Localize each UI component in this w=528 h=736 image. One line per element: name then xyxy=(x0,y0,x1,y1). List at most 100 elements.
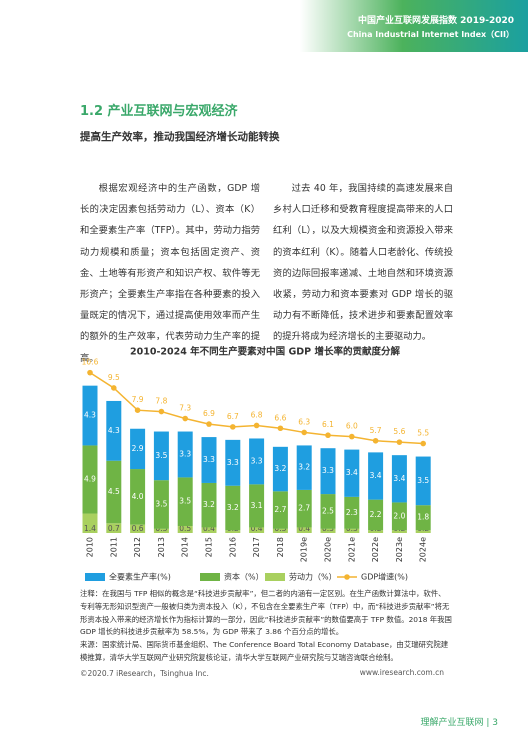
data-label: 3.5 xyxy=(155,451,167,460)
bar-segment xyxy=(177,431,193,478)
data-label: 0.7 xyxy=(108,524,120,533)
x-tick-label: 2020e xyxy=(324,537,333,562)
data-label: 3.2 xyxy=(274,464,286,473)
data-label: 3.3 xyxy=(203,455,215,464)
bar-segment xyxy=(344,496,360,529)
bar-segment xyxy=(130,469,146,525)
data-label: 3.2 xyxy=(298,463,310,472)
data-label: 6.1 xyxy=(322,420,334,429)
data-label: 5.5 xyxy=(417,429,429,438)
data-label: 2.7 xyxy=(274,505,286,514)
bar-segment xyxy=(201,527,217,533)
data-label: 1.8 xyxy=(417,513,429,522)
chart: 2010-2024 年不同生产要素对中国 GDP 增长率的贡献度分解 2010 2… xyxy=(82,346,431,582)
bar-segment xyxy=(153,431,169,481)
x-tick-label: 2021e xyxy=(347,537,356,562)
line-point xyxy=(87,369,93,376)
data-label: 9.5 xyxy=(108,373,120,382)
data-label: 6.9 xyxy=(203,409,215,418)
bar-segment xyxy=(368,452,384,500)
x-tick-label: 2018 xyxy=(276,537,285,557)
line-point xyxy=(230,424,236,430)
x-tick-label: 2013 xyxy=(157,537,166,557)
data-label: 3.3 xyxy=(322,466,334,475)
data-label: 5.7 xyxy=(370,426,382,435)
x-tick-label: 2024e xyxy=(419,537,428,562)
line-point xyxy=(158,408,165,415)
legend-swatch xyxy=(200,573,220,581)
data-label: 7.9 xyxy=(132,395,144,404)
data-label: 3.2 xyxy=(203,500,215,509)
line-point xyxy=(253,422,260,429)
data-label: 0.6 xyxy=(132,524,144,533)
paragraph: 根据宏观经济中的生产函数，GDP 增长的决定因素包括劳动力（L）、资本（K）和全… xyxy=(80,183,260,364)
bar-segment xyxy=(249,484,265,528)
header-subtitle: China Industrial Internet Index（CII） xyxy=(347,30,514,39)
bar-segment xyxy=(296,527,312,533)
page-label: 理解产业互联网 | 3 xyxy=(420,718,498,728)
line-point xyxy=(111,385,117,391)
bar-segment xyxy=(225,530,241,533)
data-label: 7.3 xyxy=(179,404,191,413)
x-tick-label: 2019e xyxy=(300,537,309,562)
data-label: 0.4 xyxy=(251,524,263,533)
data-label: 6.3 xyxy=(298,417,310,426)
bar-segment xyxy=(82,513,98,533)
section-heading: 1.2 产业互联网与宏观经济 xyxy=(80,104,238,119)
data-label: 3.5 xyxy=(179,497,191,506)
bar-segment xyxy=(106,460,122,524)
legend-label: GDP增速(%) xyxy=(361,572,408,582)
data-label: 3.1 xyxy=(251,501,263,510)
data-label: 2.2 xyxy=(370,510,382,519)
line-point xyxy=(372,437,379,444)
header-band: 中国产业互联网发展指数 2019-2020 China Industrial I… xyxy=(300,0,528,52)
legend-label: 劳动力（%） xyxy=(289,572,337,582)
bar-segment xyxy=(106,400,122,461)
bar-segment xyxy=(344,528,360,533)
paragraph: 过去 40 年，我国持续的高速发展来自乡村人口迁移和受教育程度提高带来的人口红利… xyxy=(273,183,453,343)
copyright: ©2020.7 iResearch，Tsinghua Inc. xyxy=(80,669,209,678)
bar-segment xyxy=(391,455,407,503)
bar-segment xyxy=(130,428,146,470)
data-label: 4.9 xyxy=(84,474,96,483)
bar-segment xyxy=(225,485,241,531)
line-point xyxy=(277,425,284,432)
bar-segment xyxy=(153,480,169,529)
data-label: 0.4 xyxy=(203,524,215,533)
x-tick-label: 2015 xyxy=(205,537,214,557)
bar-segment xyxy=(320,528,336,533)
legend-marker xyxy=(344,574,350,580)
x-tick-label: 2022e xyxy=(371,537,380,562)
bar-segment xyxy=(296,489,312,528)
bar-segment xyxy=(201,482,217,528)
line-point xyxy=(182,415,188,422)
data-label: 3.4 xyxy=(346,468,358,477)
line-point xyxy=(206,421,212,427)
bar-segment xyxy=(249,438,265,485)
x-tick-label: 2016 xyxy=(228,537,237,557)
bar-segment xyxy=(391,530,407,533)
data-label: 3.5 xyxy=(417,476,429,485)
bar-segment xyxy=(415,505,431,531)
bar-segment xyxy=(249,527,265,533)
note: 注释：在我国与 TFP 相似的概念是“科技进步贡献率”，但二者的内涵有一定区别。… xyxy=(80,589,452,637)
data-label: 3.5 xyxy=(155,500,167,509)
data-label: 5.6 xyxy=(393,427,405,436)
x-tick-label: 2011 xyxy=(109,537,118,557)
bar-segment xyxy=(272,528,288,533)
bar-segment xyxy=(344,449,360,497)
bar-segment xyxy=(320,448,336,495)
data-label: 6.7 xyxy=(227,412,239,421)
section-subheading: 提高生产效率，推动我国经济增长动能转换 xyxy=(80,131,280,143)
data-label: 1.4 xyxy=(84,524,96,533)
website: www.iresearch.com.cn xyxy=(359,668,444,677)
bar-segment xyxy=(415,530,431,533)
bar-segment xyxy=(201,437,217,483)
data-label: 3.3 xyxy=(227,458,239,467)
data-label: 3.2 xyxy=(227,503,239,512)
data-label: 4.3 xyxy=(84,411,96,420)
data-label: 0.4 xyxy=(298,524,310,533)
source: 来源：国家统计局、国际货币基金组织、The Conference Board T… xyxy=(80,640,449,662)
legend-label: 资本（%） xyxy=(224,572,264,582)
legend-label: 全要素生产率(%) xyxy=(109,572,171,582)
